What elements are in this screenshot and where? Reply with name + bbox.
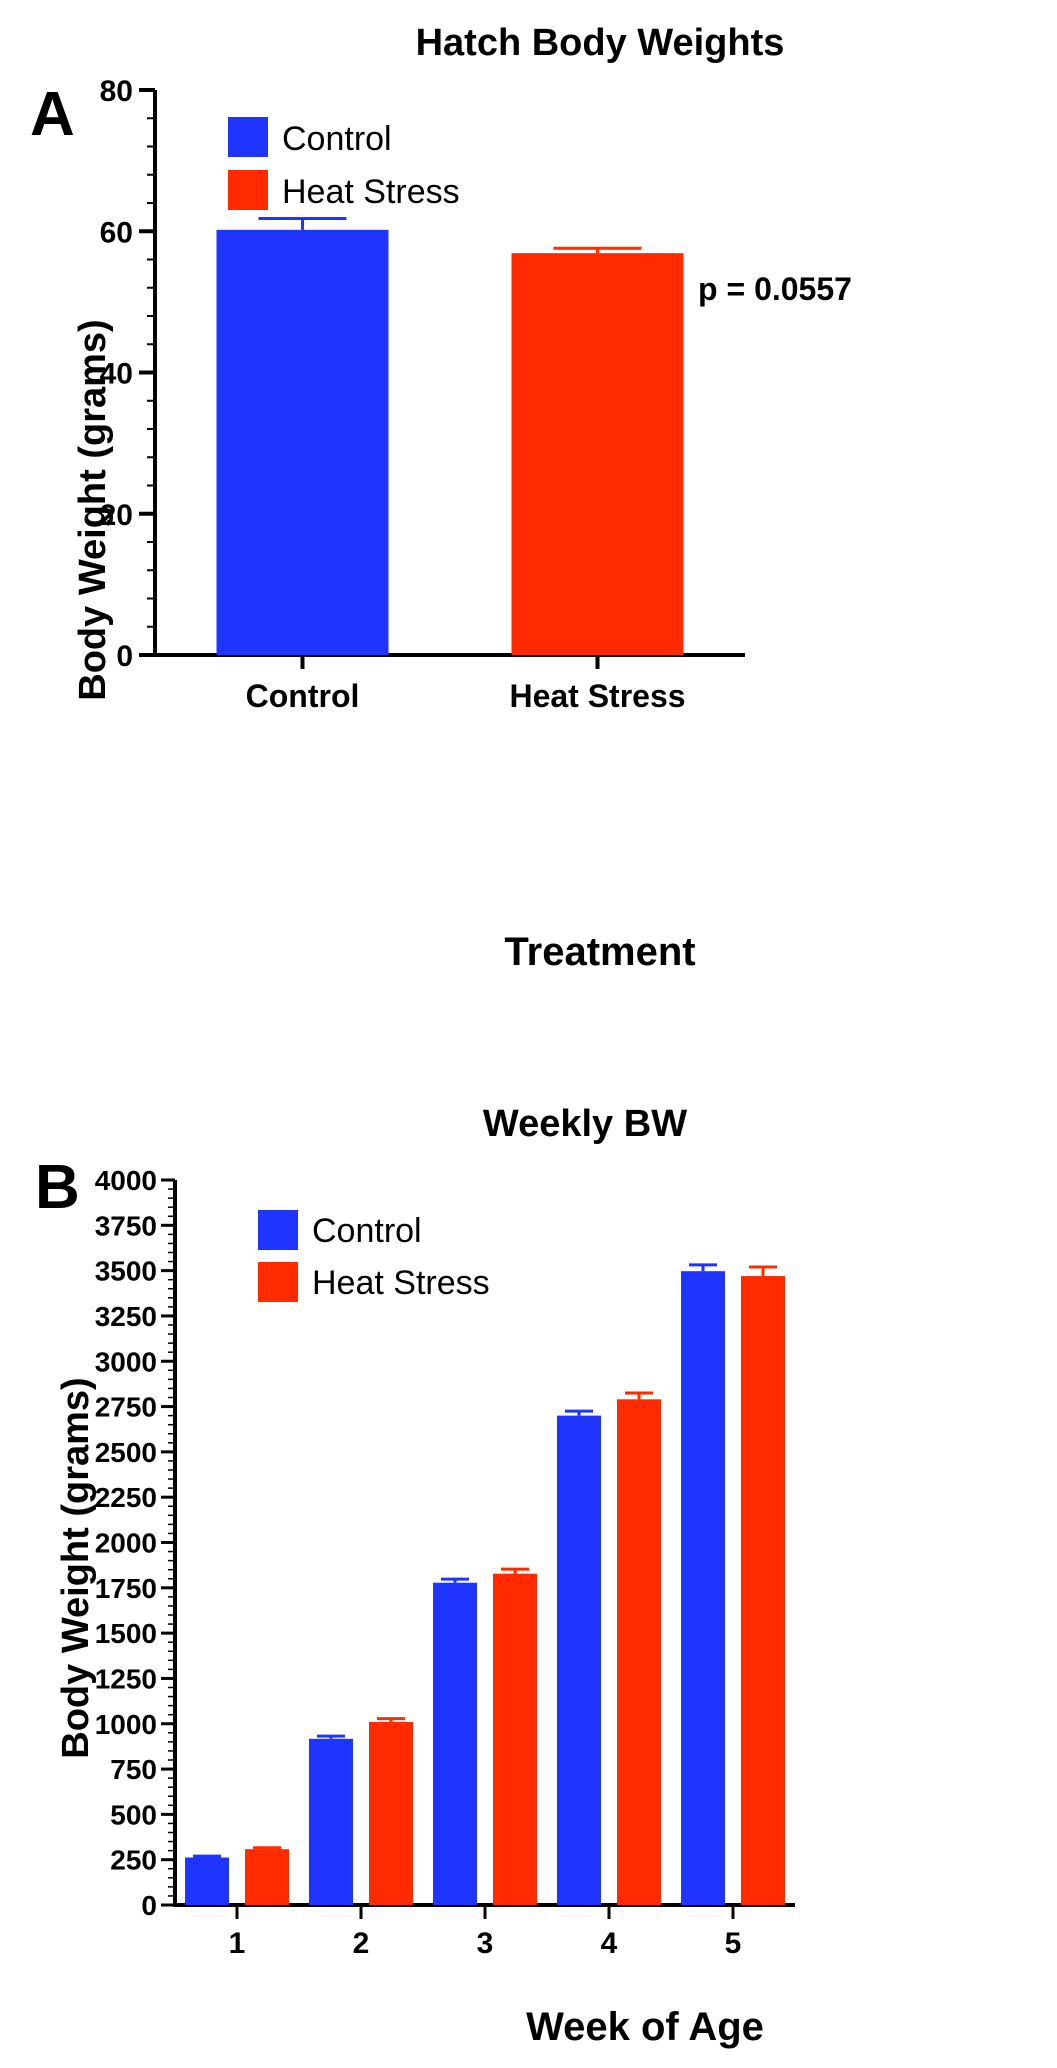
y-tick-label: 2500 bbox=[95, 1437, 157, 1468]
bar-control bbox=[216, 229, 389, 655]
bar-control-week-1 bbox=[185, 1857, 229, 1905]
y-tick-label: 3000 bbox=[95, 1346, 157, 1377]
panel-a-y-axis-label: Body Weight (grams) bbox=[72, 319, 114, 700]
panel-b-legend: Control Heat Stress bbox=[258, 1210, 490, 1302]
panel-b-bars bbox=[185, 1263, 785, 1905]
y-tick-label: 2250 bbox=[95, 1482, 157, 1513]
x-tick-label: Control bbox=[246, 678, 360, 714]
y-tick-label: 3250 bbox=[95, 1301, 157, 1332]
x-tick-label: 5 bbox=[725, 1927, 742, 1960]
legend-label-heat-stress: Heat Stress bbox=[282, 173, 460, 211]
panel-a-bars bbox=[216, 217, 684, 656]
legend-label-control: Control bbox=[312, 1212, 422, 1250]
legend-label-heat-stress: Heat Stress bbox=[312, 1264, 490, 1302]
panel-a-title: Hatch Body Weights bbox=[416, 22, 785, 64]
bar-control-week-5 bbox=[681, 1271, 725, 1905]
y-tick-label: 4000 bbox=[95, 1165, 157, 1196]
bar-control-week-4 bbox=[557, 1415, 601, 1905]
bar-heat-stress-week-3 bbox=[493, 1573, 537, 1905]
y-tick-label: 20 bbox=[100, 499, 133, 532]
legend-swatch-heat-stress bbox=[258, 1262, 298, 1302]
x-tick-label: Heat Stress bbox=[509, 678, 685, 714]
y-tick-label: 1250 bbox=[95, 1663, 157, 1694]
y-tick-label: 2000 bbox=[95, 1528, 157, 1559]
y-tick-label: 3500 bbox=[95, 1256, 157, 1287]
bar-heat-stress-week-5 bbox=[741, 1276, 785, 1905]
panel-b-title: Weekly BW bbox=[483, 1103, 687, 1145]
panel-b: B Weekly BW Body Weight (grams) Week of … bbox=[35, 1103, 795, 2049]
bar-heat-stress-week-1 bbox=[245, 1849, 289, 1905]
bar-control-week-3 bbox=[433, 1582, 477, 1905]
panel-a-legend: Control Heat Stress bbox=[228, 117, 460, 211]
bar-control-week-2 bbox=[309, 1738, 353, 1905]
panel-b-axes: 0 250 500 750 1000 1250 1500 1750 2000 2250 2500 27… bbox=[95, 1165, 795, 1960]
y-tick-label: 80 bbox=[100, 75, 133, 108]
y-tick-label: 1000 bbox=[95, 1709, 157, 1740]
legend-swatch-control bbox=[228, 117, 268, 157]
x-tick-label: 1 bbox=[229, 1927, 246, 1960]
panel-a: A Hatch Body Weights Body Weight (grams)… bbox=[30, 22, 852, 974]
panel-a-x-axis-label: Treatment bbox=[504, 930, 695, 974]
panel-a-axes: 0 20 40 60 80 Control Heat Stress bbox=[100, 75, 745, 714]
panel-b-y-axis-label: Body Weight (grams) bbox=[55, 1377, 97, 1758]
y-tick-label: 1500 bbox=[95, 1618, 157, 1649]
y-tick-label: 750 bbox=[110, 1754, 157, 1785]
panel-a-letter: A bbox=[30, 80, 75, 149]
y-tick-label: 3750 bbox=[95, 1210, 157, 1241]
x-tick-label: 4 bbox=[601, 1927, 618, 1960]
panel-b-x-axis-label: Week of Age bbox=[526, 2005, 764, 2049]
y-tick-label: 0 bbox=[116, 640, 133, 673]
bar-heat-stress bbox=[511, 253, 684, 656]
panel-b-letter: B bbox=[35, 1153, 80, 1222]
bar-heat-stress-week-2 bbox=[369, 1721, 413, 1905]
x-tick-label: 3 bbox=[477, 1927, 494, 1960]
x-tick-label: 2 bbox=[353, 1927, 370, 1960]
y-tick-label: 500 bbox=[110, 1799, 157, 1830]
legend-swatch-heat-stress bbox=[228, 170, 268, 210]
y-tick-label: 40 bbox=[100, 358, 133, 391]
y-tick-label: 1750 bbox=[95, 1573, 157, 1604]
panel-a-annotation: p = 0.0557 bbox=[698, 271, 852, 307]
legend-swatch-control bbox=[258, 1210, 298, 1250]
legend-label-control: Control bbox=[282, 120, 392, 158]
bar-heat-stress-week-4 bbox=[617, 1399, 661, 1905]
y-tick-label: 60 bbox=[100, 216, 133, 249]
y-tick-label: 2750 bbox=[95, 1392, 157, 1423]
y-tick-label: 250 bbox=[110, 1845, 157, 1876]
y-tick-label: 0 bbox=[141, 1890, 157, 1921]
